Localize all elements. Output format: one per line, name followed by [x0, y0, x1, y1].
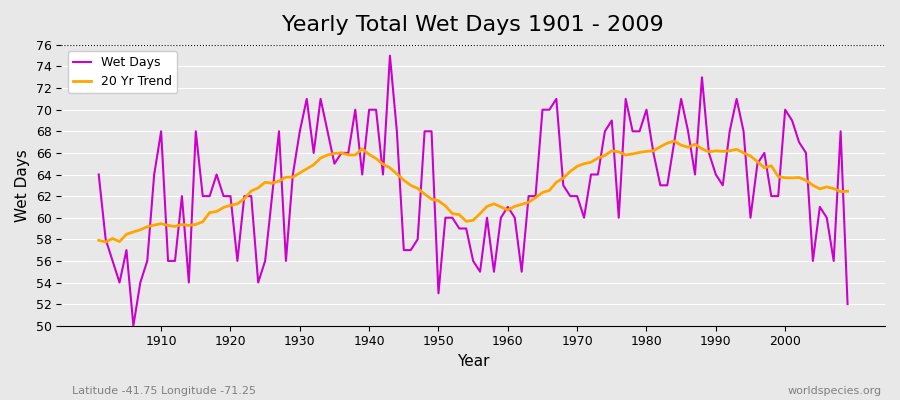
Wet Days [842, 302, 853, 306]
Wet Days [94, 172, 104, 177]
20 Yr Trend [100, 240, 111, 244]
20 Yr Trend [350, 152, 361, 157]
Text: Latitude -41.75 Longitude -71.25: Latitude -41.75 Longitude -71.25 [72, 386, 256, 396]
Line: Wet Days: Wet Days [99, 56, 848, 326]
20 Yr Trend [156, 221, 166, 226]
Line: 20 Yr Trend: 20 Yr Trend [99, 141, 848, 242]
Y-axis label: Wet Days: Wet Days [15, 149, 30, 222]
Wet Days [384, 53, 395, 58]
20 Yr Trend [842, 189, 853, 194]
20 Yr Trend [502, 208, 513, 212]
Wet Days [128, 323, 139, 328]
Text: worldspecies.org: worldspecies.org [788, 386, 882, 396]
20 Yr Trend [669, 139, 680, 144]
Title: Yearly Total Wet Days 1901 - 2009: Yearly Total Wet Days 1901 - 2009 [283, 15, 664, 35]
20 Yr Trend [509, 204, 520, 209]
Wet Days [517, 269, 527, 274]
X-axis label: Year: Year [457, 354, 490, 369]
20 Yr Trend [309, 162, 320, 167]
20 Yr Trend [592, 156, 603, 160]
Wet Days [509, 215, 520, 220]
20 Yr Trend [94, 238, 104, 243]
Wet Days [309, 150, 320, 155]
Wet Days [350, 107, 361, 112]
Wet Days [156, 129, 166, 134]
Legend: Wet Days, 20 Yr Trend: Wet Days, 20 Yr Trend [68, 51, 177, 93]
Wet Days [599, 129, 610, 134]
